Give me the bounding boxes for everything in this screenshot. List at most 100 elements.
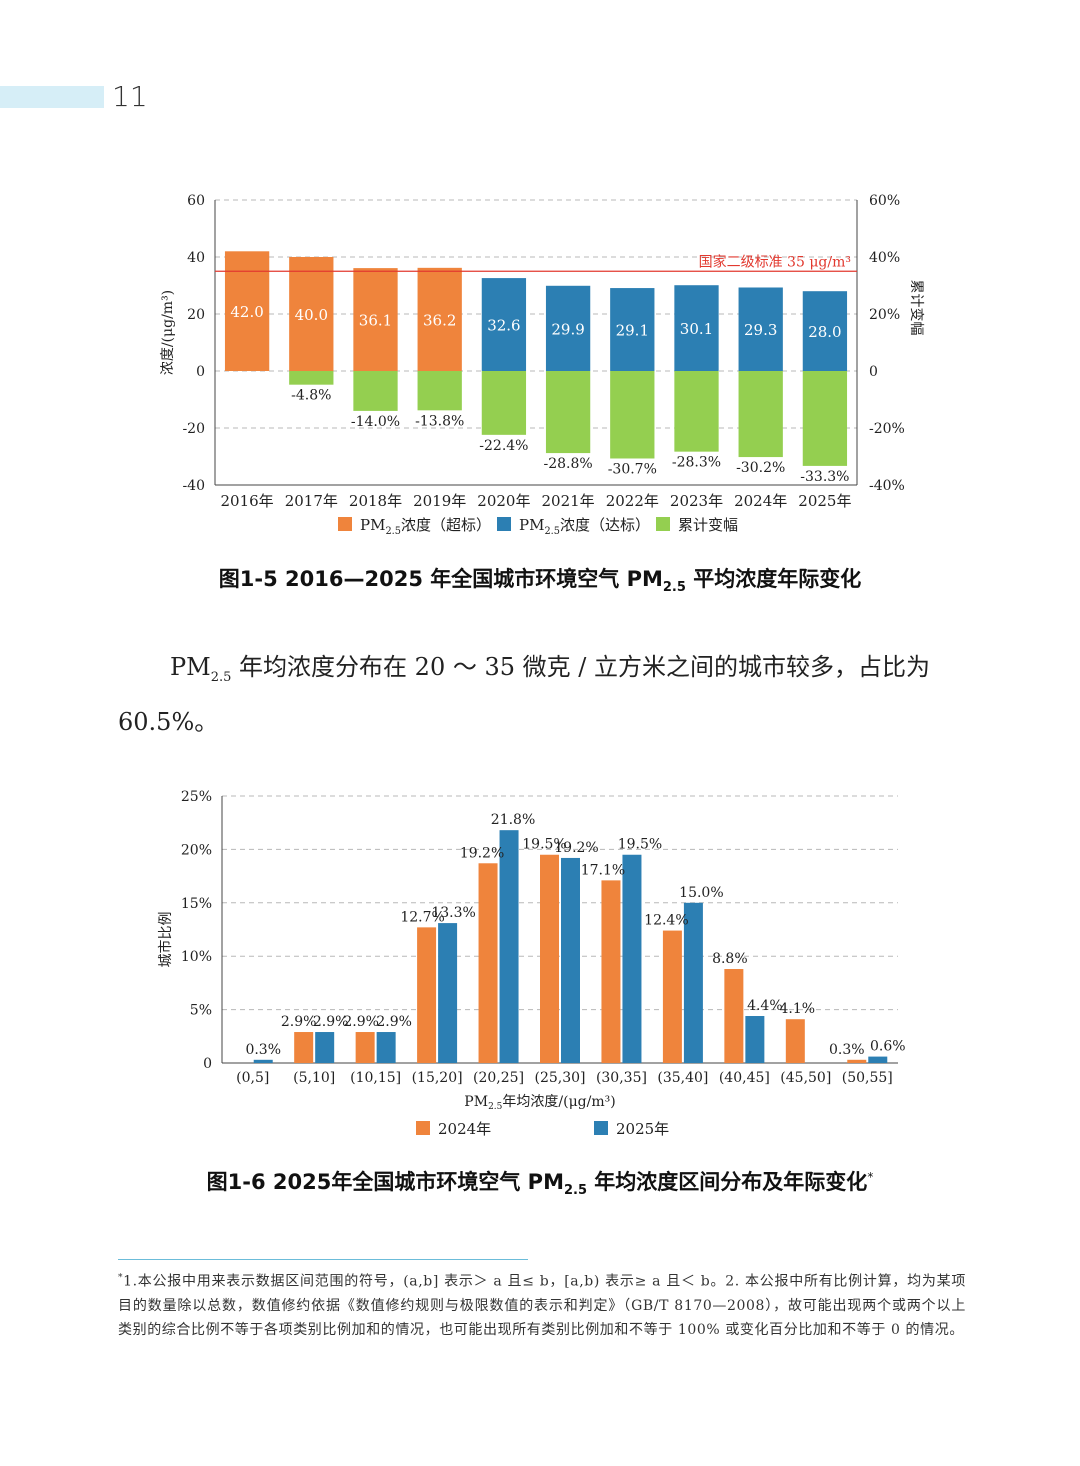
legend-swatch — [338, 517, 352, 531]
y-tick-label: 25% — [181, 789, 212, 805]
footnote-text: 1.本公报中用来表示数据区间范围的符号，(a,b] 表示＞ a 且≤ b，[a,… — [118, 1273, 966, 1338]
value-label-2025: 19.2% — [554, 840, 598, 856]
legend-label: PM2.5浓度（超标） — [360, 516, 491, 537]
legend-label-sub: 2.5 — [544, 526, 560, 537]
change-value-label: -28.3% — [672, 455, 721, 471]
x-tick-label: 2017年 — [285, 492, 338, 510]
legend-label-pre: PM — [519, 516, 544, 534]
y-tick-label: 20 — [187, 307, 205, 323]
caption-1-5-sub: 2.5 — [662, 580, 686, 596]
value-label-2024: 12.7% — [400, 909, 444, 925]
value-label-2025: 0.3% — [245, 1042, 281, 1058]
x-tick-label: 2023年 — [670, 492, 723, 510]
bar-2025 — [438, 923, 458, 1063]
bar-2025 — [499, 830, 519, 1063]
bar-2024 — [540, 854, 559, 1063]
x-tick-label: (20,25] — [473, 1070, 524, 1086]
legend-label-post: 浓度（超标） — [401, 516, 491, 534]
x-tick-label: 2016年 — [221, 492, 274, 510]
bar-2024 — [662, 930, 682, 1063]
y2-axis-title: 累计变幅 — [908, 280, 924, 336]
bar-concentration — [545, 285, 591, 371]
x-tick-label: 2020年 — [477, 492, 530, 510]
x-tick-label: (25,30] — [534, 1070, 585, 1086]
x-tick-label: (30,35] — [596, 1070, 647, 1086]
bar-value-label: 28.0 — [808, 323, 841, 341]
bar-value-label: 29.3 — [744, 321, 777, 339]
value-label-2024: 2.9% — [281, 1014, 317, 1030]
change-value-label: -22.4% — [479, 438, 528, 454]
bar-2025 — [745, 1016, 765, 1063]
caption-1-5-text: 图1-5 2016—2025 年全国城市环境空气 PM — [218, 567, 663, 591]
value-label-2024: 2.9% — [343, 1014, 379, 1030]
legend-label-post: 浓度（达标） — [560, 516, 650, 534]
bar-2025 — [561, 857, 580, 1063]
value-label-2025: 2.9% — [376, 1014, 412, 1030]
bar-2025 — [868, 1056, 888, 1063]
x-tick-label: (45,50] — [780, 1070, 831, 1086]
bar-2024 — [601, 880, 621, 1063]
x-axis-title-post: 年均浓度/(μg/m³) — [502, 1094, 615, 1110]
bar-2025 — [376, 1032, 396, 1063]
bar-concentration — [674, 285, 719, 371]
x-axis-title-sub: 2.5 — [488, 1102, 503, 1112]
y-tick-label: 40 — [187, 250, 205, 266]
legend-swatch — [416, 1121, 430, 1135]
value-label-2025: 19.5% — [618, 837, 662, 853]
x-tick-label: 2025年 — [798, 492, 851, 510]
bar-value-label: 29.1 — [616, 322, 649, 340]
x-tick-label: 2022年 — [606, 492, 659, 510]
caption-1-6-text: 图1-6 2025年全国城市环境空气 PM — [206, 1170, 564, 1194]
x-tick-label: (40,45] — [719, 1070, 770, 1086]
bar-2025 — [683, 902, 703, 1063]
bar-change — [674, 371, 719, 452]
change-value-label: -14.0% — [351, 414, 400, 430]
bar-change — [738, 371, 783, 458]
legend-label-pre: 累计变幅 — [678, 516, 738, 534]
bar-concentration — [610, 288, 655, 371]
bar-value-label: 29.9 — [551, 320, 584, 338]
x-tick-label: (35,40] — [657, 1070, 708, 1086]
bar-change — [353, 371, 398, 411]
x-tick-label: 2018年 — [349, 492, 402, 510]
bar-2024 — [417, 927, 437, 1063]
bar-value-label: 40.0 — [295, 306, 328, 324]
x-tick-label: (5,10] — [293, 1070, 335, 1086]
x-axis-title-pre: PM — [464, 1094, 488, 1110]
y-axis-title: 浓度/(μg/m³) — [160, 290, 176, 375]
bar-2024 — [847, 1059, 867, 1063]
y-tick-label: 0 — [196, 364, 205, 380]
value-label-2024: 17.1% — [581, 862, 625, 878]
change-value-label: -13.8% — [415, 413, 464, 429]
bar-change — [610, 371, 655, 459]
footnote-divider — [118, 1259, 528, 1260]
bar-change — [481, 371, 527, 435]
legend-label: PM2.5浓度（达标） — [519, 516, 650, 537]
pm25-annual-trend-chart: -40 -40% -20 -20% 0 0 20 20% 40 40% 60 60% 浓度/(μg/m³… — [160, 193, 924, 537]
bar-concentration — [481, 278, 527, 371]
bar-2024 — [294, 1032, 314, 1063]
x-tick-label: 2019年 — [413, 492, 466, 510]
legend-label: 累计变幅 — [678, 516, 738, 534]
value-label-2025: 15.0% — [679, 885, 723, 901]
bar-value-label: 36.1 — [359, 312, 392, 330]
y2-tick-label: -20% — [869, 421, 905, 437]
para-text: 年均浓度分布在 20 ～ 35 微克 / 立方米之间的城市较多，占比为 60.5… — [118, 653, 930, 736]
para-pm: PM — [170, 653, 211, 681]
y-tick-label: 10% — [181, 949, 212, 965]
bar-concentration — [417, 267, 462, 371]
footnote: *1.本公报中用来表示数据区间范围的符号，(a,b] 表示＞ a 且≤ b，[a… — [118, 1266, 966, 1342]
legend-label: 2025年 — [616, 1120, 669, 1138]
y2-tick-label: 60% — [869, 193, 900, 209]
bar-change — [417, 371, 462, 411]
pm25-distribution-chart: 05%10%15%20%25%城市比例0.3%(0,5]2.9%2.9%(5,1… — [157, 789, 906, 1138]
value-label-2025: 0.6% — [870, 1039, 906, 1055]
caption-1-6-mark: * — [867, 1170, 874, 1184]
change-value-label: -30.7% — [608, 461, 657, 477]
value-label-2024: 4.1% — [780, 1001, 816, 1017]
bar-2024 — [724, 969, 744, 1063]
caption-1-6-tail: 年均浓度区间分布及年际变化 — [587, 1170, 868, 1194]
legend-swatch — [594, 1121, 608, 1135]
y-tick-label: -20 — [182, 421, 205, 437]
bar-change — [289, 371, 334, 385]
